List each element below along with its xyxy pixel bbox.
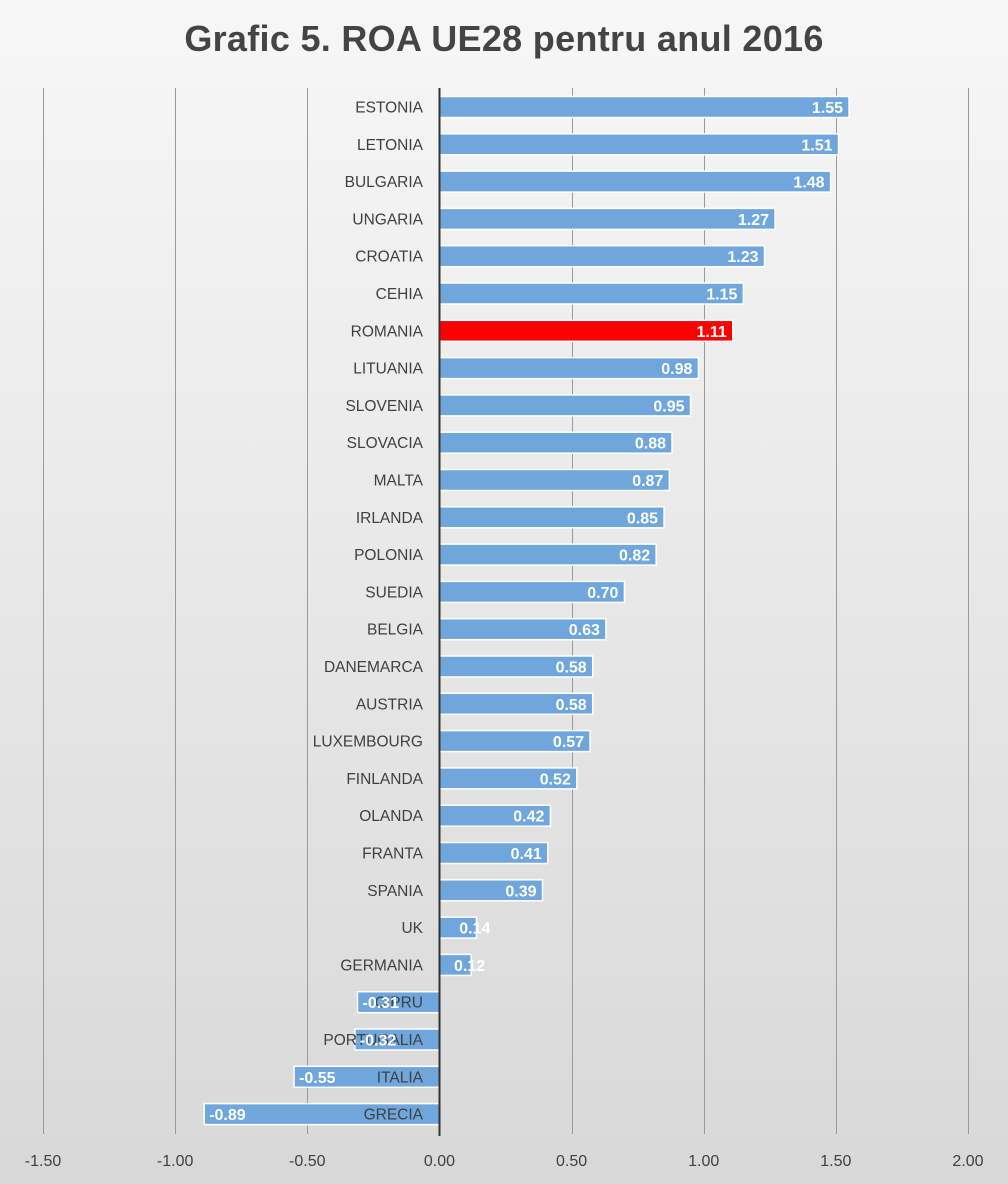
value-label: -0.31 [363, 995, 400, 1012]
category-label: SPANIA [367, 883, 423, 900]
x-tick-label: 0.00 [424, 1153, 455, 1170]
category-label: OLANDA [359, 808, 423, 825]
value-label: 0.95 [653, 398, 684, 415]
value-label: 0.98 [661, 361, 692, 378]
x-tick-label: 0.50 [556, 1153, 587, 1170]
x-tick-label: 1.50 [820, 1153, 851, 1170]
category-label: UNGARIA [352, 211, 423, 228]
category-label: CIPRU [375, 995, 423, 1012]
category-label: UK [401, 920, 423, 937]
value-label: 0.42 [513, 809, 544, 826]
bar-estonia [438, 95, 850, 119]
value-label: -0.32 [360, 1033, 397, 1050]
category-label: PORTUGALIA [323, 1032, 423, 1049]
category-label: FINLANDA [346, 771, 423, 788]
category-label: ITALIA [377, 1069, 424, 1086]
value-label: 0.70 [587, 585, 618, 602]
value-label: 0.41 [511, 846, 542, 863]
value-label: 1.11 [697, 324, 727, 341]
category-label: GERMANIA [340, 957, 423, 974]
category-label: SLOVENIA [345, 398, 423, 415]
x-tick-label: -0.50 [289, 1153, 326, 1170]
value-label: 0.52 [540, 771, 571, 788]
value-label: 1.23 [727, 249, 758, 266]
value-label: 0.58 [556, 697, 587, 714]
bar-romania [438, 319, 734, 343]
value-label: 0.85 [627, 510, 658, 527]
bar-lituania [438, 356, 700, 380]
category-label: CROATIA [355, 249, 423, 266]
value-label: 0.57 [553, 734, 584, 751]
bar-letonia [438, 133, 840, 156]
category-label: AUSTRIA [356, 696, 424, 713]
category-label: GRECIA [364, 1107, 424, 1124]
bar-croatia [438, 244, 766, 268]
x-tick-label: -1.50 [25, 1153, 62, 1170]
category-label: MALTA [374, 473, 424, 490]
category-label: BELGIA [367, 622, 424, 639]
category-label: ESTONIA [355, 100, 423, 117]
value-label: 0.58 [556, 660, 587, 677]
bar-cehia [438, 282, 745, 305]
category-label: LITUANIA [353, 361, 423, 378]
category-label: IRLANDA [356, 510, 424, 527]
value-label: 0.14 [459, 921, 490, 938]
bar-bulgaria [438, 170, 832, 193]
value-label: 1.51 [801, 137, 832, 154]
category-label: SUEDIA [365, 584, 423, 601]
value-label: 0.82 [619, 548, 650, 565]
category-label: ROMANIA [351, 323, 424, 340]
category-label: POLONIA [354, 547, 424, 564]
value-label: 1.15 [706, 287, 737, 304]
value-label: 0.88 [635, 436, 666, 453]
value-label: 0.39 [505, 883, 536, 900]
category-label: FRANTA [362, 846, 424, 863]
bar-ungaria [438, 207, 776, 231]
value-label: 1.48 [793, 175, 824, 192]
value-label: 0.87 [632, 473, 663, 490]
x-tick-label: 1.00 [688, 1153, 719, 1170]
category-label: DANEMARCA [324, 659, 424, 676]
category-label: LETONIA [357, 137, 424, 154]
chart-title: Grafic 5. ROA UE28 pentru anul 2016 [184, 18, 824, 59]
category-label: LUXEMBOURG [313, 734, 423, 751]
category-label: BULGARIA [345, 174, 424, 191]
value-label: 1.27 [738, 212, 769, 229]
value-label: 1.55 [812, 100, 843, 117]
value-label: -0.55 [299, 1070, 336, 1087]
x-tick-label: 2.00 [952, 1153, 983, 1170]
value-label: -0.89 [209, 1107, 246, 1124]
x-tick-label: -1.00 [157, 1153, 194, 1170]
category-label: CEHIA [376, 286, 424, 303]
value-label: 0.12 [454, 958, 485, 975]
value-label: 0.63 [569, 622, 600, 639]
category-label: SLOVACIA [347, 435, 424, 452]
